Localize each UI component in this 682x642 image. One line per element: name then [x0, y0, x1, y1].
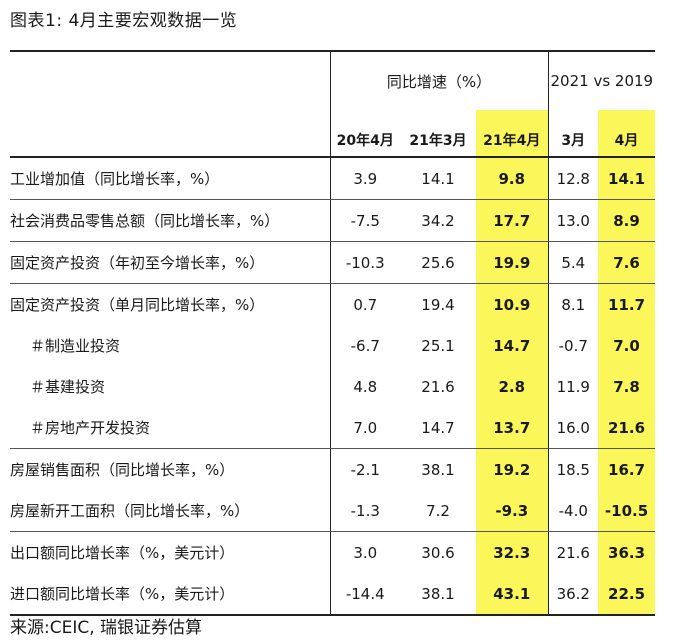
- cell: 0.7: [353, 295, 378, 314]
- cell: 38.1: [421, 460, 455, 479]
- cell: -6.7: [350, 336, 380, 355]
- cell: -2.1: [350, 460, 380, 479]
- cell: 19.4: [421, 295, 455, 314]
- cell: 7.0: [330, 407, 400, 449]
- cell: 21.6: [421, 377, 455, 396]
- cell-highlight: 9.8: [476, 157, 549, 200]
- cell: -0.7: [558, 336, 588, 355]
- cell-highlight: -10.5: [598, 490, 656, 532]
- row-label: 进口额同比增长率（%，美元计）: [10, 573, 331, 616]
- table-row: 房屋销售面积（同比增长率，%） -2.1 38.1 19.2 18.5 16.7: [10, 448, 656, 490]
- row-label: 固定资产投资（年初至今增长率，%）: [10, 241, 331, 284]
- cell-highlight: 19.9: [476, 241, 549, 284]
- cell: -4.0: [548, 490, 599, 532]
- cell-highlight: 11.7: [598, 283, 656, 325]
- cell: 21.6: [556, 543, 590, 562]
- figure-title: 图表1: 4月主要宏观数据一览: [10, 11, 238, 31]
- cell: 14.1: [400, 157, 476, 200]
- cell: 16.0: [548, 407, 599, 449]
- header-blank: [10, 50, 331, 110]
- cell-highlight: 7.0: [598, 325, 656, 366]
- col-header: 3月: [548, 110, 599, 158]
- cell: 38.1: [400, 573, 476, 616]
- cell: 3.0: [353, 543, 378, 562]
- table-row: 固定资产投资（单月同比增长率，%） 0.7 19.4 10.9 8.1 11.7: [10, 283, 656, 325]
- header-group-2021-vs-2019: 2021 vs 2019: [548, 50, 656, 110]
- cell-highlight: 36.3: [598, 531, 656, 573]
- col-header: 20年4月: [330, 110, 400, 158]
- row-label: 出口额同比增长率（%，美元计）: [10, 531, 331, 573]
- row-label-sub: ＃房地产开发投资: [10, 407, 331, 449]
- cell-highlight: 21.6: [598, 407, 656, 449]
- cell: 34.2: [400, 199, 476, 242]
- row-label: 房屋新开工面积（同比增长率，%）: [10, 490, 331, 532]
- cell: 13.0: [548, 199, 599, 242]
- cell: -7.5: [330, 199, 400, 242]
- cell: 30.6: [421, 543, 455, 562]
- table-row: 出口额同比增长率（%，美元计） 3.0 30.6 32.3 21.6 36.3: [10, 531, 656, 573]
- table-row: 房屋新开工面积（同比增长率，%） -1.3 7.2 -9.3 -4.0 -10.…: [10, 490, 656, 532]
- cell: 3.9: [330, 157, 400, 200]
- cell-highlight: 17.7: [476, 199, 549, 242]
- cell-highlight: 13.7: [476, 407, 549, 449]
- cell: 18.5: [556, 460, 590, 479]
- cell: 14.7: [400, 407, 476, 449]
- cell: 5.4: [548, 241, 599, 284]
- cell-highlight: 16.7: [598, 448, 656, 490]
- cell: -14.4: [330, 573, 400, 616]
- table-row: ＃房地产开发投资 7.0 14.7 13.7 16.0 21.6: [10, 407, 656, 449]
- table-row: 社会消费品零售总额（同比增长率，%） -7.5 34.2 17.7 13.0 8…: [10, 199, 656, 242]
- header-group-yoy: 同比增速（%）: [330, 50, 549, 110]
- cell-highlight: 14.7: [476, 325, 549, 366]
- cell: 25.1: [421, 336, 455, 355]
- row-label-sub: ＃基建投资: [10, 366, 331, 407]
- col-header-highlight: 4月: [598, 110, 656, 158]
- cell: 25.6: [400, 241, 476, 284]
- source-note: 来源:CEIC, 瑞银证券估算: [10, 618, 203, 638]
- cell-highlight: 7.8: [598, 366, 656, 407]
- cell-highlight: 19.2: [476, 448, 549, 490]
- cell: 8.1: [561, 295, 586, 314]
- col-header: 21年3月: [400, 110, 476, 158]
- row-label: 社会消费品零售总额（同比增长率，%）: [10, 199, 331, 242]
- cell: 36.2: [548, 573, 599, 616]
- cell-highlight: 32.3: [476, 531, 549, 573]
- table-row: ＃基建投资 4.8 21.6 2.8 11.9 7.8: [10, 366, 656, 407]
- table-row: 工业增加值（同比增长率，%） 3.9 14.1 9.8 12.8 14.1: [10, 157, 656, 200]
- cell: 7.2: [400, 490, 476, 532]
- cell: 11.9: [556, 377, 590, 396]
- macro-data-table: 同比增速（%） 2021 vs 2019 20年4月 21年3月 21年4月 3…: [10, 50, 656, 616]
- cell-highlight: 7.6: [598, 241, 656, 284]
- cell-highlight: 22.5: [598, 573, 656, 616]
- table-row: 进口额同比增长率（%，美元计） -14.4 38.1 43.1 36.2 22.…: [10, 573, 656, 616]
- header-blank-2: [10, 110, 331, 158]
- cell: -10.3: [330, 241, 400, 284]
- row-label-sub: ＃制造业投资: [10, 325, 331, 366]
- cell-highlight: 2.8: [476, 366, 549, 407]
- cell: 4.8: [353, 377, 378, 396]
- row-label: 房屋销售面积（同比增长率，%）: [10, 448, 331, 490]
- row-label: 工业增加值（同比增长率，%）: [10, 157, 331, 200]
- cell-highlight: 8.9: [598, 199, 656, 242]
- cell-highlight: 14.1: [598, 157, 656, 200]
- cell: -1.3: [330, 490, 400, 532]
- table-row: ＃制造业投资 -6.7 25.1 14.7 -0.7 7.0: [10, 325, 656, 366]
- col-header-highlight: 21年4月: [476, 110, 549, 158]
- table-row: 固定资产投资（年初至今增长率，%） -10.3 25.6 19.9 5.4 7.…: [10, 241, 656, 284]
- row-label: 固定资产投资（单月同比增长率，%）: [10, 283, 331, 325]
- cell-highlight: 43.1: [476, 573, 549, 616]
- cell-highlight: 10.9: [476, 283, 549, 325]
- cell: 12.8: [548, 157, 599, 200]
- cell-highlight: -9.3: [476, 490, 549, 532]
